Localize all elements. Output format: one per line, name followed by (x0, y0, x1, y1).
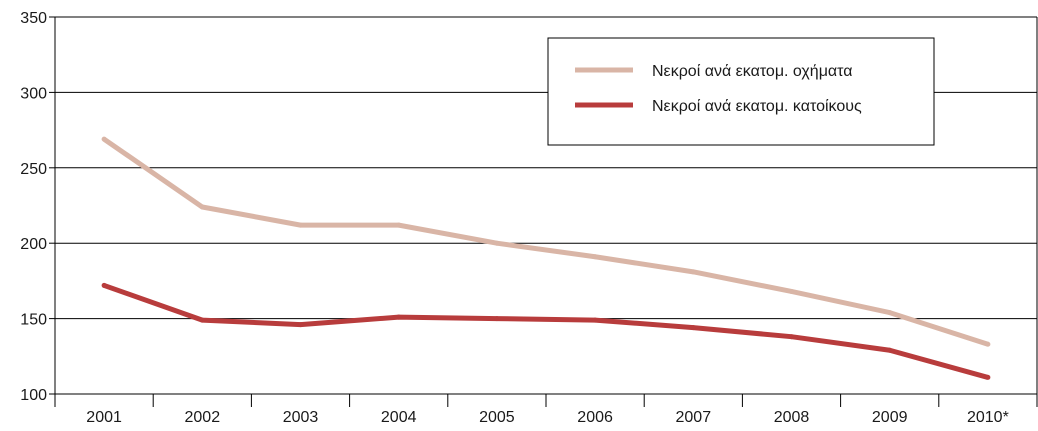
y-tick-label: 200 (20, 236, 47, 253)
data-point (199, 204, 205, 210)
axes (49, 16, 1038, 407)
data-point (101, 282, 107, 288)
x-tick-label: 2010* (967, 409, 1009, 426)
x-tick-label: 2009 (872, 409, 908, 426)
y-tick-labels: 100 150 200 250 300 350 (20, 10, 47, 404)
y-tick-label: 100 (20, 387, 47, 404)
data-point (101, 136, 107, 142)
series-line-vehicles (102, 137, 989, 347)
legend: Νεκροί ανά εκατομ. οχήματα Νεκροί ανά εκ… (547, 37, 935, 146)
data-point (789, 288, 794, 294)
data-point (396, 222, 402, 228)
data-point (985, 374, 991, 380)
legend-label-inhabitants: Νεκροί ανά εκατομ. κατοίκους (652, 98, 862, 115)
x-tick-label: 2004 (381, 409, 417, 426)
data-point (298, 222, 303, 228)
data-point (789, 334, 794, 340)
x-tick-label: 2002 (185, 409, 221, 426)
x-tick-label: 2003 (283, 409, 319, 426)
data-point (690, 325, 696, 331)
y-tick-label: 300 (20, 85, 47, 102)
legend-box (547, 37, 935, 146)
series-lines (101, 136, 991, 380)
series-line-inhabitants (103, 283, 989, 380)
x-tick-label: 2001 (86, 409, 122, 426)
x-tick-label: 2007 (676, 409, 712, 426)
y-tick-label: 350 (20, 10, 47, 27)
y-tick-label: 250 (20, 161, 47, 178)
x-tick-labels: 2001 2002 2003 2004 2005 2006 2007 2008 2009 2010… (86, 409, 1009, 426)
x-tick-label: 2005 (479, 409, 515, 426)
data-point (494, 240, 500, 246)
data-point (298, 322, 303, 328)
x-tick-label: 2006 (577, 409, 613, 426)
data-point (592, 317, 598, 323)
data-point (592, 254, 598, 260)
data-point (494, 316, 500, 322)
data-point (985, 341, 991, 347)
data-point (396, 314, 402, 320)
data-point (199, 317, 205, 323)
data-point (887, 347, 893, 353)
legend-label-vehicles: Νεκροί ανά εκατομ. οχήματα (652, 63, 853, 80)
x-tick-label: 2008 (774, 409, 810, 426)
data-point (887, 310, 893, 316)
y-tick-label: 150 (20, 312, 47, 329)
data-point (690, 269, 696, 275)
